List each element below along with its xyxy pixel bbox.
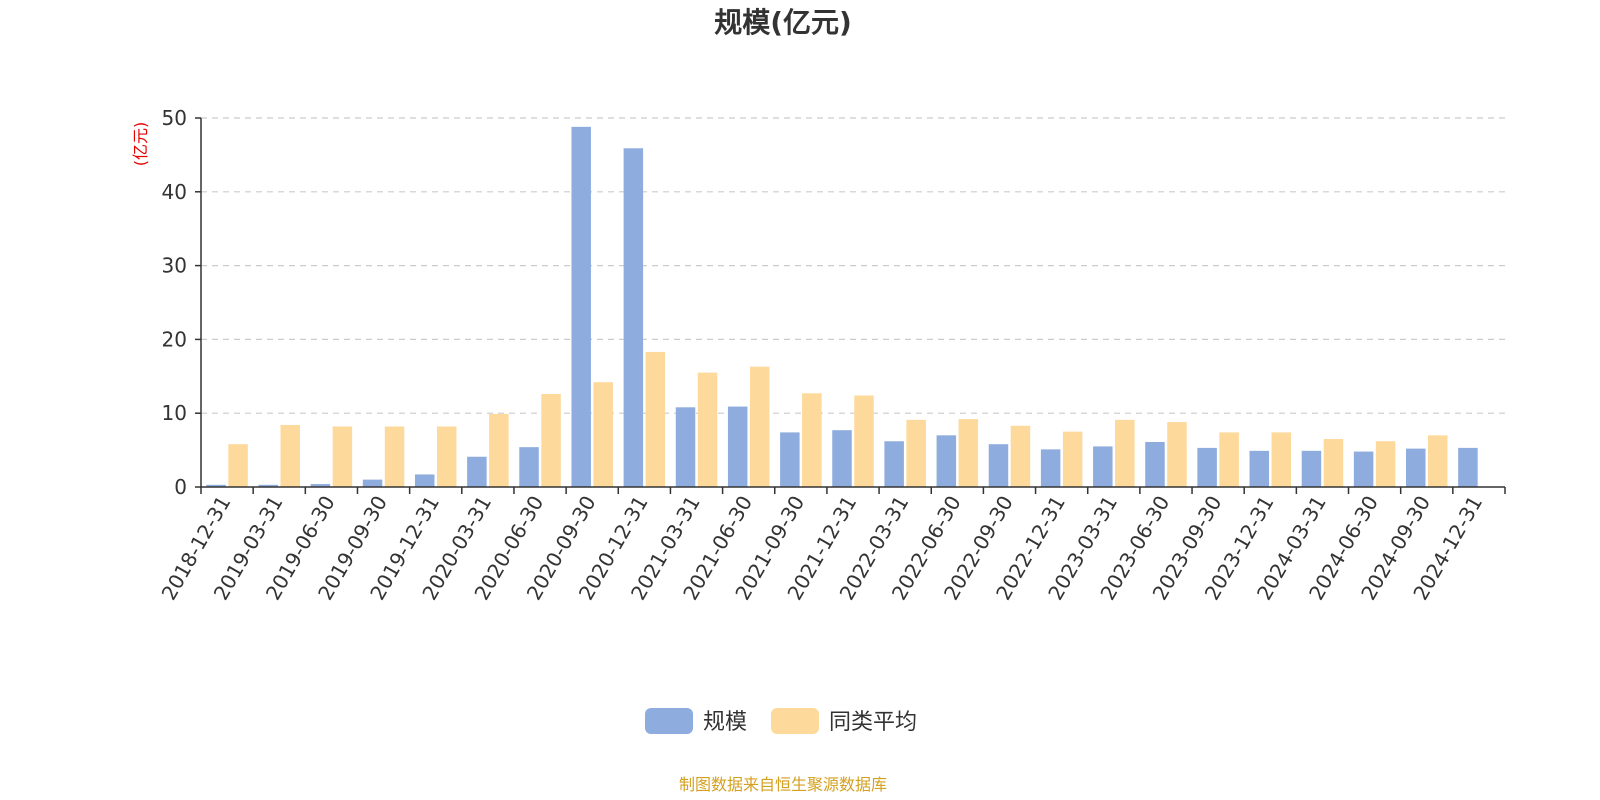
bar-peer-average [749, 366, 770, 487]
bar-scale [623, 148, 644, 487]
bar-scale [467, 456, 487, 487]
bar-peer-average [1271, 432, 1292, 487]
bar-scale [1093, 446, 1113, 487]
bar-scale [675, 407, 696, 487]
grid-lines [201, 117, 1505, 414]
bar-peer-average [1010, 425, 1031, 487]
chart-title: 规模(亿元) [714, 6, 852, 39]
bar-peer-average [1428, 435, 1448, 487]
bar-scale [1040, 449, 1061, 487]
bar-peer-average [489, 413, 509, 487]
bar-peer-average [1219, 432, 1239, 487]
bar-scale [1249, 450, 1270, 487]
bar-peer-average [384, 426, 405, 487]
legend: 规模 同类平均 [645, 708, 917, 735]
bar-scale [988, 444, 1009, 487]
bar-scale [258, 484, 278, 487]
axes: 010203040502018-12-312019-03-312019-06-3… [157, 106, 1506, 604]
data-source-note: 制图数据来自恒生聚源数据库 [679, 775, 887, 794]
bar-peer-average [802, 393, 822, 487]
bar-peer-average [541, 394, 561, 487]
bar-peer-average [645, 351, 666, 487]
bar-scale [884, 441, 904, 487]
bar-scale [936, 435, 957, 487]
y-tick-label: 50 [162, 106, 187, 130]
bar-scale [1145, 441, 1165, 487]
bar-scale [1353, 451, 1374, 487]
bar-peer-average [906, 419, 926, 487]
bar-peer-average [1115, 419, 1135, 487]
y-tick-label: 40 [162, 180, 187, 204]
bars [206, 126, 1478, 487]
bar-peer-average [1375, 441, 1396, 487]
bar-scale [362, 479, 383, 487]
bar-scale [780, 432, 800, 487]
bar-scale [1301, 450, 1322, 487]
legend-label: 规模 [703, 710, 747, 735]
bar-peer-average [854, 395, 874, 487]
bar-scale [727, 406, 748, 487]
bar-scale [832, 430, 852, 487]
bar-scale [571, 126, 591, 487]
bar-peer-average [1323, 439, 1344, 487]
y-tick-label: 0 [174, 475, 187, 499]
bar-peer-average [436, 426, 457, 487]
bar-scale [1406, 448, 1426, 487]
legend-swatch [645, 708, 693, 734]
legend-swatch [771, 708, 819, 734]
bar-peer-average [593, 382, 613, 487]
bar-peer-average [228, 444, 248, 487]
bar-scale [206, 484, 226, 487]
bar-peer-average [697, 372, 718, 487]
legend-label: 同类平均 [829, 710, 917, 735]
bar-scale [519, 447, 539, 487]
y-tick-label: 10 [162, 401, 187, 425]
bar-scale [1197, 447, 1217, 487]
bar-peer-average [958, 419, 979, 487]
bar-peer-average [332, 426, 353, 487]
bar-peer-average [1167, 422, 1187, 487]
y-tick-label: 20 [162, 327, 187, 351]
bar-scale [414, 474, 435, 487]
y-axis-unit: (亿元) [131, 122, 150, 167]
y-tick-label: 30 [162, 254, 187, 278]
bar-scale [1458, 447, 1478, 487]
bar-scale [310, 484, 331, 487]
bar-peer-average [1062, 431, 1083, 487]
bar-peer-average [280, 425, 300, 487]
